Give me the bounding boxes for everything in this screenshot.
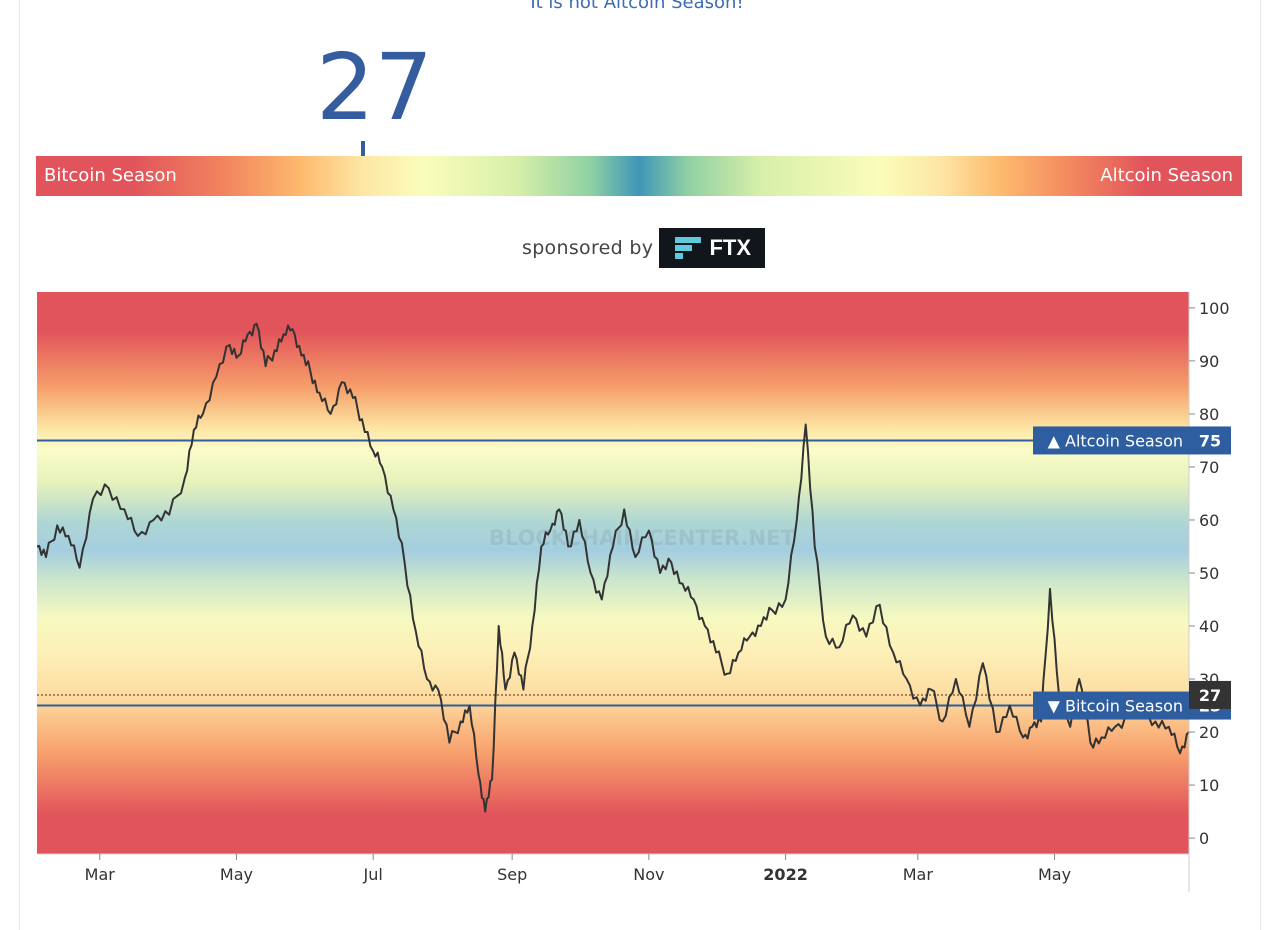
season-status-text: It is not Altcoin Season! bbox=[530, 0, 744, 13]
index-series-line bbox=[37, 322, 1190, 813]
y-tick-label: 40 bbox=[1199, 617, 1219, 636]
reference-value-bg bbox=[1189, 426, 1231, 455]
x-tick-label: Sep bbox=[497, 865, 527, 884]
y-tick-label: 0 bbox=[1199, 829, 1209, 848]
y-tick-label: 50 bbox=[1199, 564, 1219, 583]
y-tick-label: 90 bbox=[1199, 352, 1219, 371]
y-tick-label: 20 bbox=[1199, 723, 1219, 742]
y-tick-label: 80 bbox=[1199, 405, 1219, 424]
ftx-logo-text: FTX bbox=[709, 235, 752, 260]
y-tick-label: 100 bbox=[1199, 299, 1230, 318]
scale-label-bitcoin: Bitcoin Season bbox=[44, 165, 177, 186]
current-value-tag-text: 27 bbox=[1199, 686, 1221, 705]
altcoin-season-chart[interactable]: BLOCKCHAIN CENTER.NET 010203040506070809… bbox=[37, 292, 1243, 892]
x-tick-label: 2022 bbox=[763, 865, 808, 884]
index-value: 27 bbox=[316, 34, 434, 141]
x-tick-label: May bbox=[220, 865, 253, 884]
ftx-logo-icon bbox=[675, 237, 702, 259]
reference-label-bg bbox=[1033, 691, 1189, 720]
sponsor-block: sponsored by FTX bbox=[522, 228, 766, 268]
chart-background bbox=[37, 292, 1189, 854]
x-tick-label: Jul bbox=[363, 865, 383, 884]
reference-value-text: 75 bbox=[1199, 431, 1221, 450]
reference-label-text: ▼ Bitcoin Season bbox=[1048, 697, 1183, 716]
y-tick-label: 10 bbox=[1199, 776, 1219, 795]
season-scale-bar: Bitcoin Season Altcoin Season bbox=[36, 156, 1242, 196]
x-tick-label: May bbox=[1038, 865, 1071, 884]
reference-label-text: ▲ Altcoin Season bbox=[1048, 431, 1183, 450]
reference-label-bg bbox=[1033, 426, 1189, 455]
y-tick-label: 70 bbox=[1199, 458, 1219, 477]
scale-label-altcoin: Altcoin Season bbox=[1100, 165, 1233, 186]
x-tick-label: Mar bbox=[903, 865, 934, 884]
sponsor-text: sponsored by bbox=[522, 237, 654, 259]
current-value-tag-bg bbox=[1189, 680, 1231, 709]
x-tick-label: Nov bbox=[633, 865, 664, 884]
x-tick-label: Mar bbox=[85, 865, 116, 884]
y-tick-label: 60 bbox=[1199, 511, 1219, 530]
ftx-logo-link[interactable]: FTX bbox=[659, 228, 766, 268]
